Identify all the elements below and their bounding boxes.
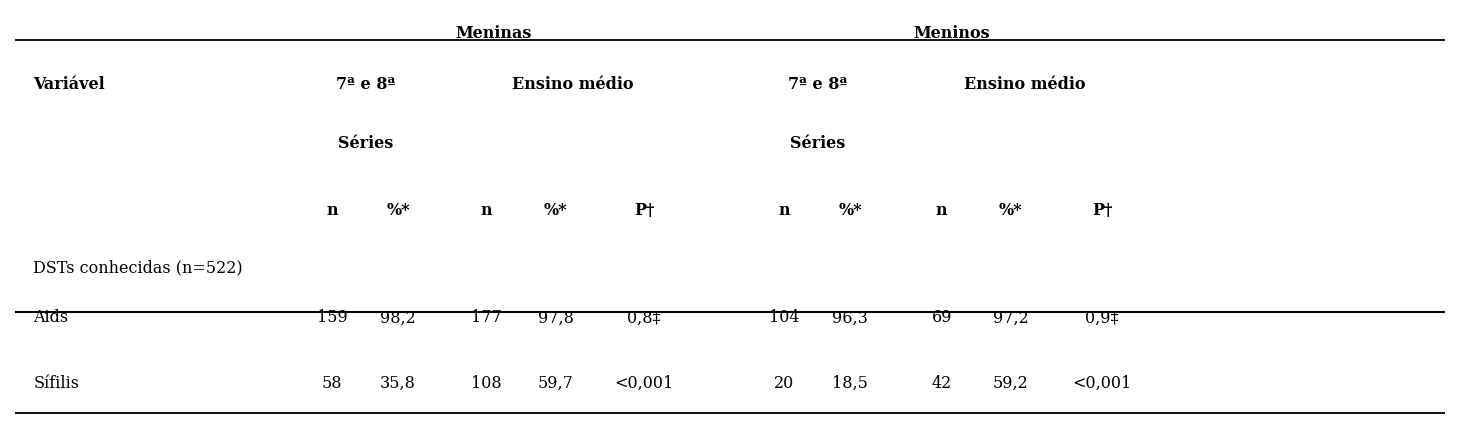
Text: n: n <box>778 202 790 219</box>
Text: Ensino médio: Ensino médio <box>512 76 634 92</box>
Text: Séries: Séries <box>790 135 845 152</box>
Text: Ensino médio: Ensino médio <box>964 76 1085 92</box>
Text: <0,001: <0,001 <box>615 375 673 392</box>
Text: 177: 177 <box>472 310 502 326</box>
Text: DSTs conhecidas (n=522): DSTs conhecidas (n=522) <box>34 259 242 276</box>
Text: %*: %* <box>387 202 410 219</box>
Text: 18,5: 18,5 <box>832 375 869 392</box>
Text: 0,8‡: 0,8‡ <box>628 310 661 326</box>
Text: %*: %* <box>838 202 861 219</box>
Text: P†: P† <box>634 202 654 219</box>
Text: 35,8: 35,8 <box>380 375 416 392</box>
Text: n: n <box>327 202 339 219</box>
Text: <0,001: <0,001 <box>1073 375 1132 392</box>
Text: 108: 108 <box>472 375 502 392</box>
Text: 58: 58 <box>323 375 343 392</box>
Text: P†: P† <box>1092 202 1113 219</box>
Text: Séries: Séries <box>337 135 393 152</box>
Text: Meninos: Meninos <box>914 25 990 42</box>
Text: 0,9‡: 0,9‡ <box>1085 310 1118 326</box>
Text: 59,2: 59,2 <box>993 375 1028 392</box>
Text: %*: %* <box>543 202 568 219</box>
Text: 69: 69 <box>931 310 952 326</box>
Text: 98,2: 98,2 <box>380 310 416 326</box>
Text: 59,7: 59,7 <box>537 375 574 392</box>
Text: 96,3: 96,3 <box>832 310 869 326</box>
Text: 20: 20 <box>774 375 794 392</box>
Text: 7ª e 8ª: 7ª e 8ª <box>336 76 394 92</box>
Text: Aids: Aids <box>34 310 69 326</box>
Text: Meninas: Meninas <box>456 25 531 42</box>
Text: 97,8: 97,8 <box>537 310 574 326</box>
Text: 97,2: 97,2 <box>993 310 1028 326</box>
Text: %*: %* <box>999 202 1022 219</box>
Text: 104: 104 <box>769 310 800 326</box>
Text: 7ª e 8ª: 7ª e 8ª <box>787 76 847 92</box>
Text: 42: 42 <box>931 375 952 392</box>
Text: 159: 159 <box>317 310 347 326</box>
Text: n: n <box>480 202 492 219</box>
Text: n: n <box>936 202 948 219</box>
Text: Sífilis: Sífilis <box>34 375 79 392</box>
Text: Variável: Variável <box>34 76 105 92</box>
